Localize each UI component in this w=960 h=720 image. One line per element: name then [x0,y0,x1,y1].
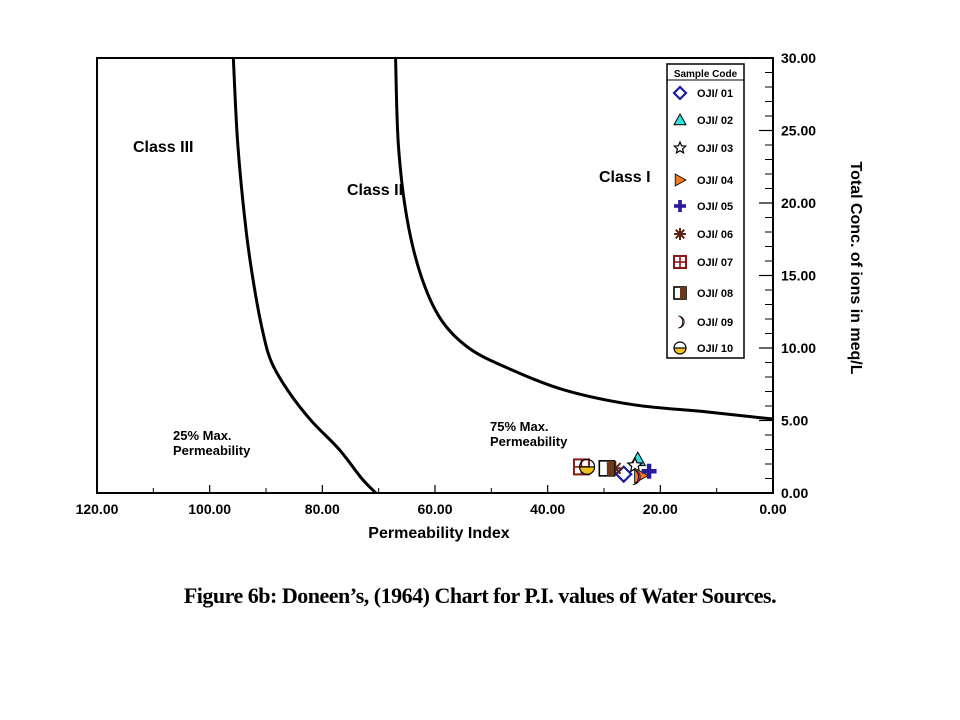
legend-title: Sample Code [674,69,738,80]
legend-marker [672,140,688,155]
annotation-25-percent: 25% Max. Permeability [173,428,251,458]
legend-marker [673,255,687,269]
legend-label: OJI/ 08 [697,288,733,300]
legend-label: OJI/ 10 [697,343,733,355]
legend-marker [674,200,686,212]
x-tick-label: 80.00 [305,501,340,517]
y-tick-label: 30.00 [781,50,816,66]
legend-label: OJI/ 02 [697,115,733,127]
boundary-curve-1 [231,57,377,495]
legend-marker [673,341,687,355]
legend-label: OJI/ 04 [697,175,734,187]
legend-label: OJI/ 07 [697,257,733,269]
legend-marker [674,173,687,187]
boundary-curve-2 [394,57,774,421]
region-label-class-ii: Class II [347,182,403,199]
legend-marker [673,286,687,300]
y-tick-label: 0.00 [781,485,808,501]
y-tick-label: 20.00 [781,195,816,211]
y-tick-label: 15.00 [781,268,816,284]
region-label-class-iii: Class III [133,139,193,156]
x-tick-label: 60.00 [417,501,452,517]
data-point-oji-08 [598,460,616,477]
data-point-oji-05 [641,463,657,479]
legend-label: OJI/ 09 [697,317,733,329]
legend-label: OJI/ 06 [697,229,733,241]
y-tick-label: 10.00 [781,340,816,356]
x-tick-label: 100.00 [188,501,231,517]
x-tick-label: 0.00 [759,501,786,517]
x-tick-label: 20.00 [643,501,678,517]
x-tick-label: 120.00 [76,501,119,517]
legend-marker [678,315,685,329]
legend-label: OJI/ 05 [697,201,733,213]
legend-marker [674,228,686,240]
y-tick-label: 25.00 [781,123,816,139]
legend-label: OJI/ 03 [697,143,733,155]
figure-caption: Figure 6b: Doneen’s, (1964) Chart for P.… [183,583,777,608]
x-axis-title: Permeability Index [368,525,509,542]
legend-marker [673,112,687,126]
legend-marker [672,85,688,101]
legend-label: OJI/ 01 [697,88,733,100]
y-axis-title: Total Conc. of ions in meq/L [847,161,864,374]
legend: Sample Code OJI/ 01 OJI/ 02 OJI/ 03 OJI/ 04… [666,63,745,359]
y-tick-label: 5.00 [781,413,808,429]
x-tick-label: 40.00 [530,501,565,517]
data-point-oji-10 [578,458,596,475]
region-label-class-i: Class I [599,169,651,186]
annotation-75-percent: 75% Max. Permeability [490,419,568,449]
